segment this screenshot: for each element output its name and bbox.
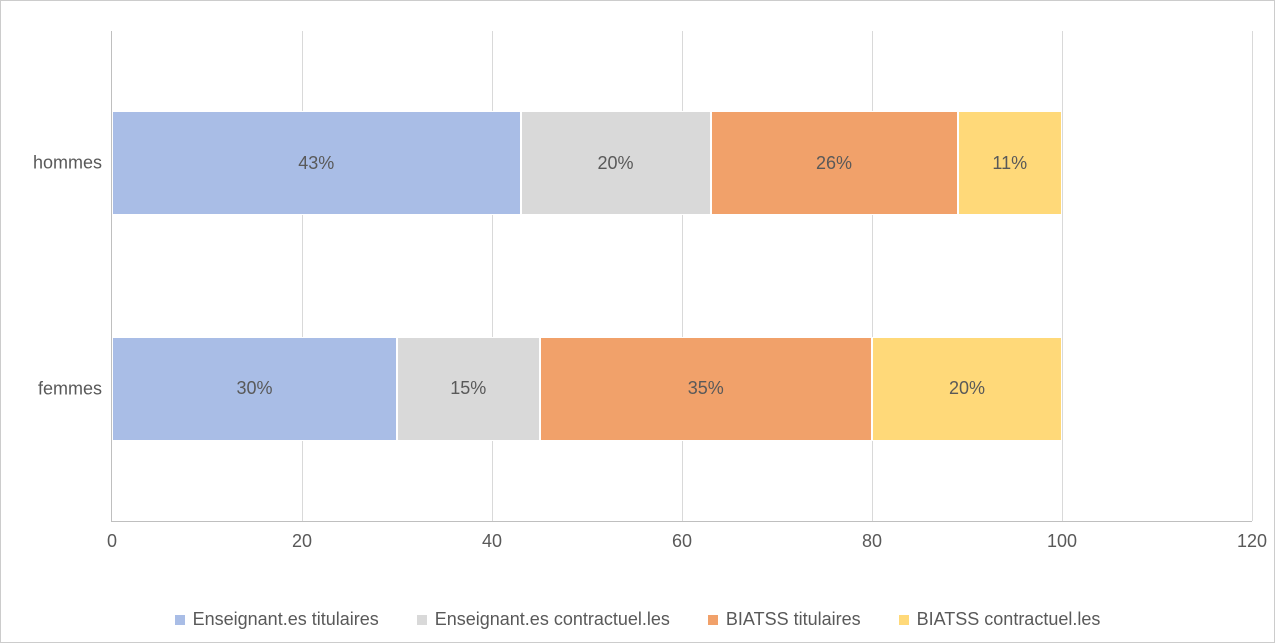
- bar-row-hommes: hommes43%20%26%11%: [112, 111, 1252, 215]
- plot-area: 020406080100120hommes43%20%26%11%femmes3…: [111, 31, 1252, 522]
- legend: Enseignant.es titulaires Enseignant.es co…: [1, 609, 1274, 630]
- bar-segment-biatss_titulaires: 26%: [711, 111, 958, 215]
- category-label: hommes: [33, 153, 112, 174]
- gridline: [1252, 31, 1253, 521]
- x-tick-label: 20: [292, 531, 312, 552]
- legend-swatch: [899, 615, 909, 625]
- legend-item-biatss_contractuels: BIATSS contractuel.les: [899, 609, 1101, 630]
- gridline: [682, 31, 683, 521]
- x-tick-label: 0: [107, 531, 117, 552]
- bar-segment-enseignant_titulaires: 43%: [112, 111, 521, 215]
- category-label: femmes: [38, 378, 112, 399]
- legend-swatch: [175, 615, 185, 625]
- legend-label: Enseignant.es contractuel.les: [435, 609, 670, 630]
- x-tick-label: 80: [862, 531, 882, 552]
- x-tick-label: 40: [482, 531, 502, 552]
- bar-segment-enseignant_contractuels: 20%: [521, 111, 711, 215]
- gridline: [302, 31, 303, 521]
- legend-item-biatss_titulaires: BIATSS titulaires: [708, 609, 861, 630]
- legend-label: BIATSS contractuel.les: [917, 609, 1101, 630]
- bar-segment-biatss_contractuels: 11%: [958, 111, 1063, 215]
- x-tick-label: 120: [1237, 531, 1267, 552]
- legend-swatch: [708, 615, 718, 625]
- bar-segment-biatss_contractuels: 20%: [872, 337, 1062, 441]
- gridline: [1062, 31, 1063, 521]
- x-tick-label: 100: [1047, 531, 1077, 552]
- legend-label: Enseignant.es titulaires: [193, 609, 379, 630]
- bar-segment-enseignant_titulaires: 30%: [112, 337, 397, 441]
- bar-segment-biatss_titulaires: 35%: [540, 337, 873, 441]
- legend-item-enseignant_titulaires: Enseignant.es titulaires: [175, 609, 379, 630]
- gridline: [492, 31, 493, 521]
- x-tick-label: 60: [672, 531, 692, 552]
- gridline: [872, 31, 873, 521]
- bar-row-femmes: femmes30%15%35%20%: [112, 337, 1252, 441]
- bar-track: 30%15%35%20%: [112, 337, 1252, 441]
- legend-swatch: [417, 615, 427, 625]
- legend-label: BIATSS titulaires: [726, 609, 861, 630]
- legend-item-enseignant_contractuels: Enseignant.es contractuel.les: [417, 609, 670, 630]
- bar-track: 43%20%26%11%: [112, 111, 1252, 215]
- bar-segment-enseignant_contractuels: 15%: [397, 337, 540, 441]
- chart-container: 020406080100120hommes43%20%26%11%femmes3…: [0, 0, 1275, 643]
